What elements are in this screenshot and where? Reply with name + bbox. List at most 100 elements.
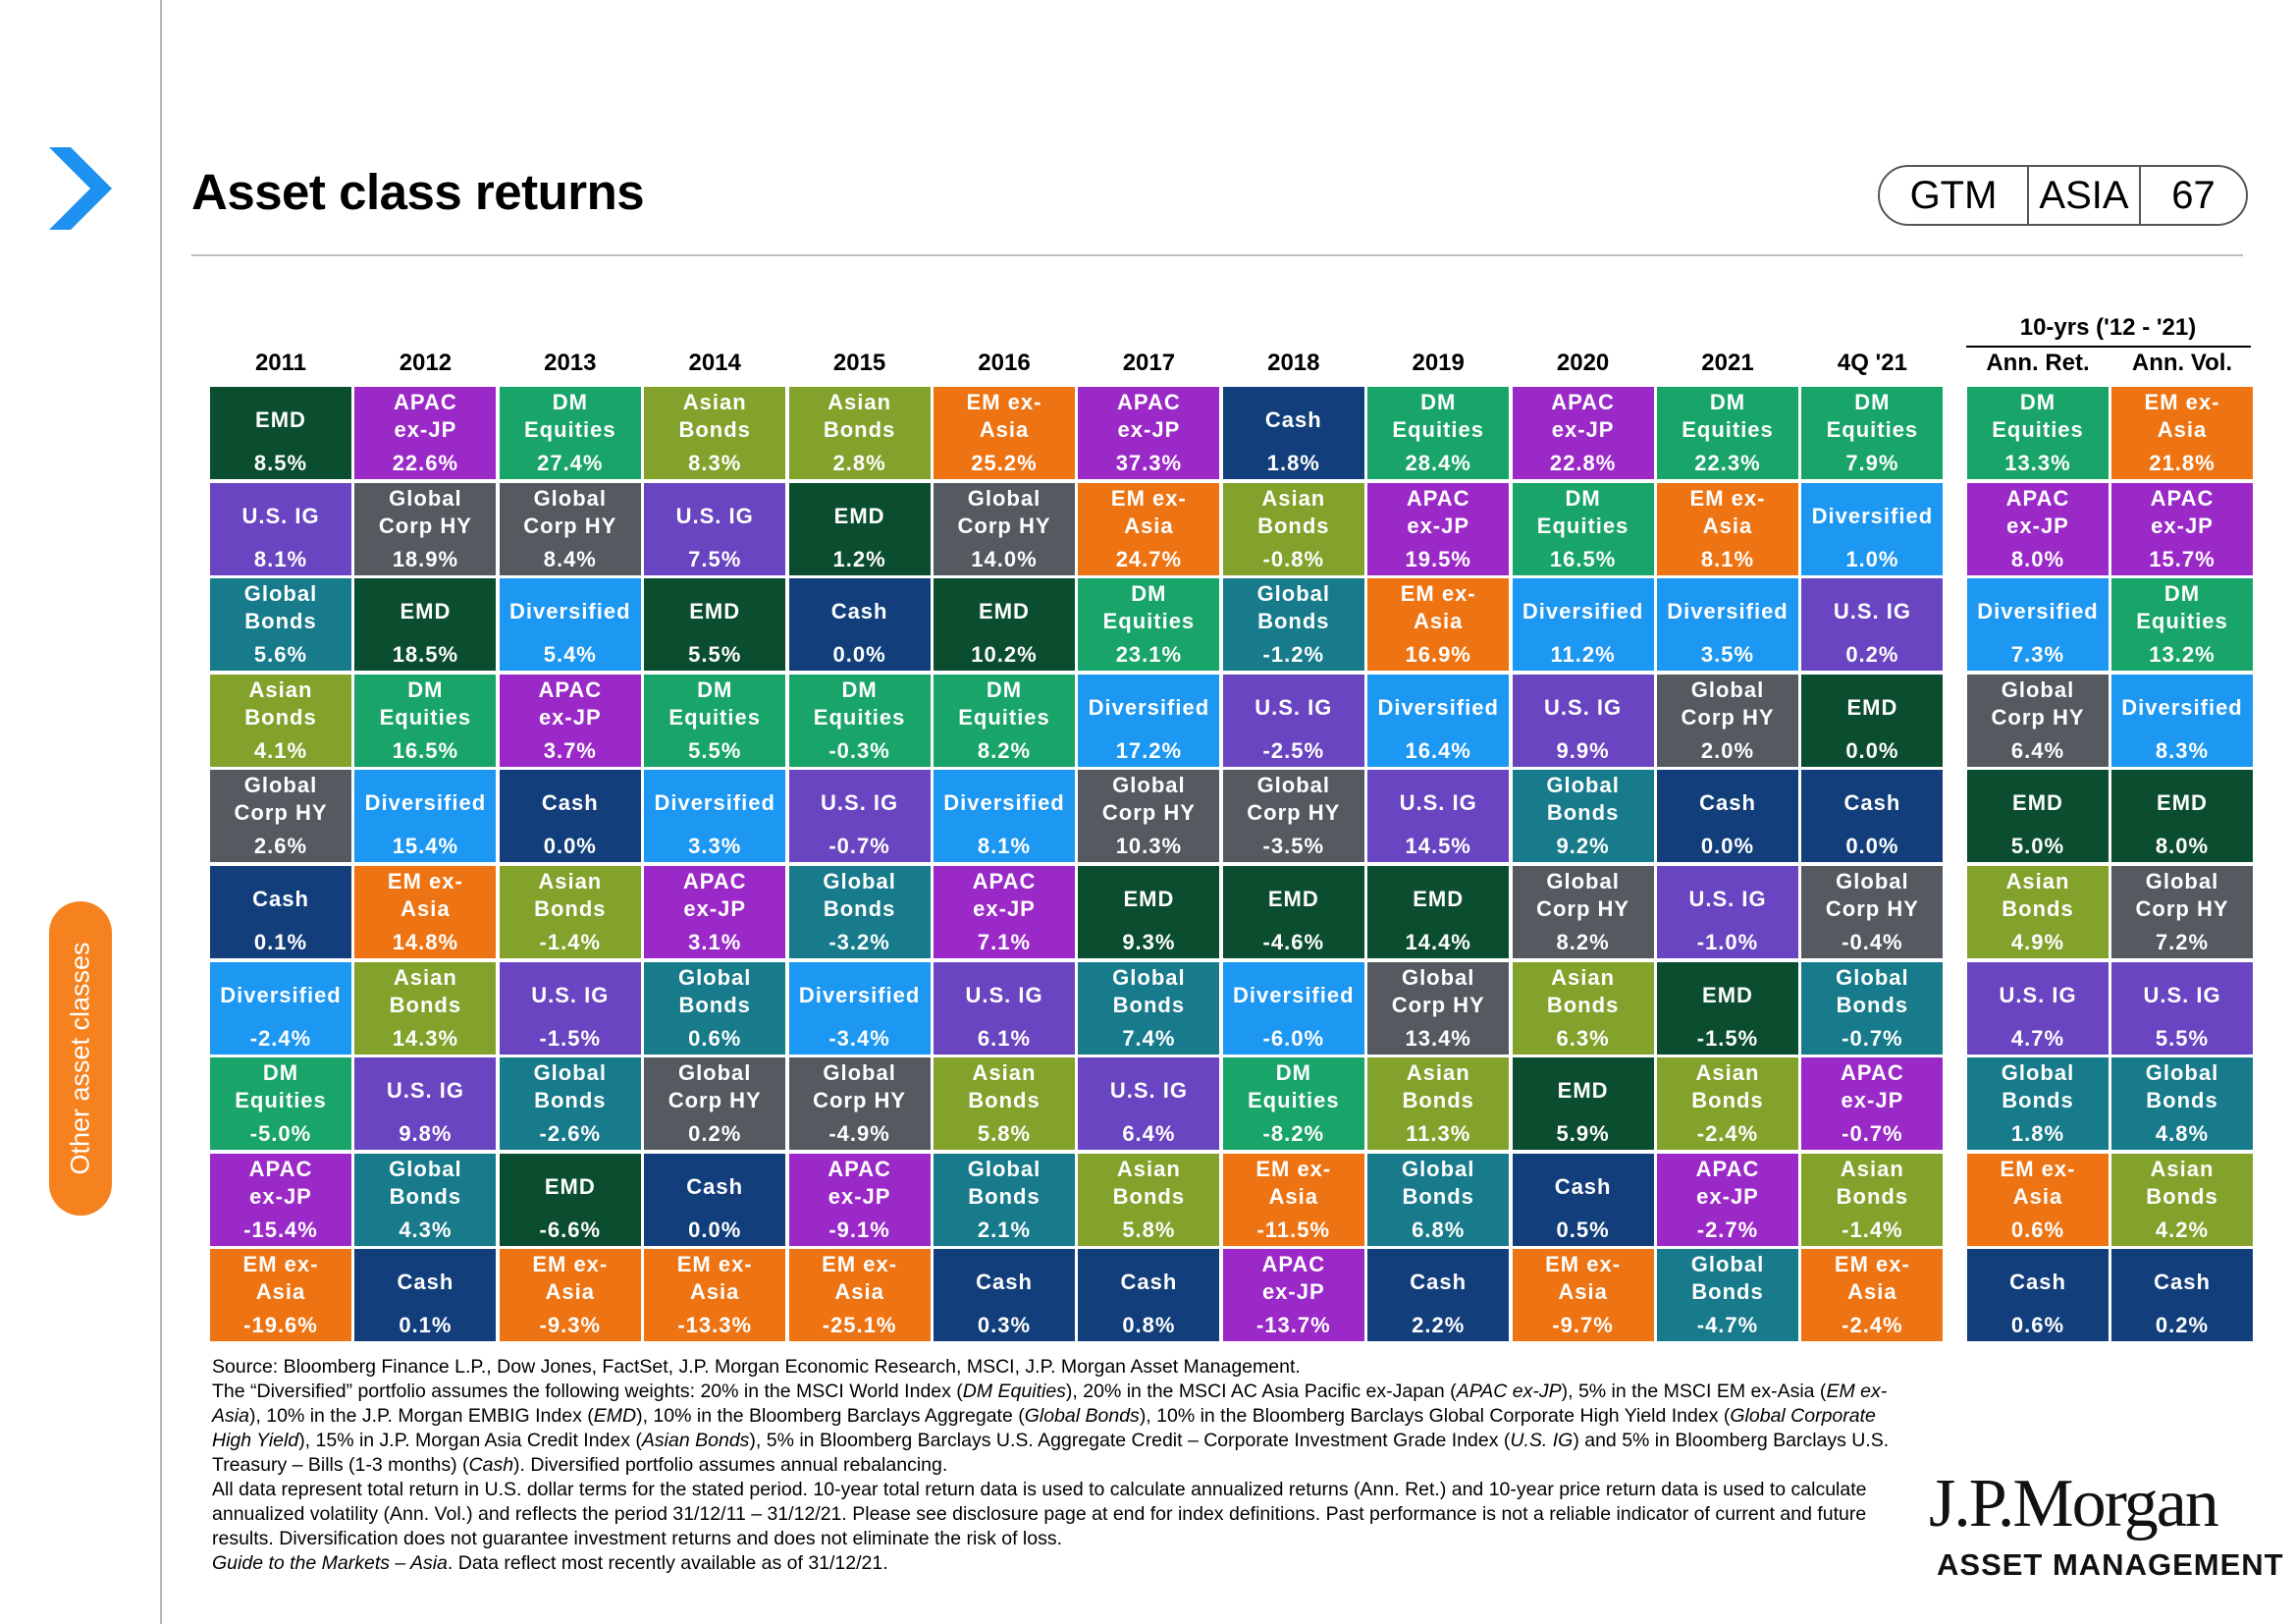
asset-name: DM Equities [958, 677, 1050, 730]
return-value: -9.1% [828, 1217, 890, 1242]
return-value: 8.3% [2155, 737, 2210, 763]
side-tab-other-asset-classes[interactable]: Other asset classes [49, 901, 112, 1216]
chevron-right-icon[interactable] [41, 139, 120, 238]
return-value: 14.4% [1405, 930, 1471, 954]
return-cell: Global Corp HY 6.4% [1967, 674, 2109, 767]
return-value: -13.3% [677, 1313, 753, 1338]
column-header: 2015 [832, 350, 886, 376]
asset-name: EM ex- Asia [242, 1252, 319, 1305]
return-cell: Diversified 16.4% [1367, 674, 1510, 767]
return-cell: Diversified 8.1% [934, 770, 1075, 863]
return-cell: EMD 5.9% [1512, 1057, 1654, 1151]
note-text: ), 10% in the Bloomberg Barclays Aggrega… [636, 1405, 1025, 1427]
return-value: -13.7% [1255, 1313, 1331, 1338]
asset-name: EM ex- Asia [2144, 390, 2220, 442]
return-value: 6.1% [977, 1025, 1032, 1051]
asset-name: Global Bonds [1112, 964, 1186, 1017]
return-cell: U.S. IG 7.5% [644, 482, 786, 575]
asset-name: Global Corp HY [1247, 773, 1341, 826]
return-value: -5.0% [249, 1121, 312, 1147]
return-value: 5.9% [1556, 1121, 1610, 1147]
asset-name: Global Bonds [1546, 773, 1620, 826]
asset-name: Diversified [1522, 599, 1644, 624]
return-value: 8.1% [253, 546, 308, 571]
return-cell: Global Bonds -0.7% [1801, 961, 1944, 1055]
asset-name: Asian Bonds [389, 964, 462, 1017]
asset-name: Global Corp HY [1536, 869, 1630, 921]
return-cell: Asian Bonds -1.4% [499, 866, 641, 958]
return-value: 22.8% [1549, 451, 1617, 475]
asset-name: Cash [1699, 790, 1756, 816]
asset-name: EM ex- Asia [1834, 1252, 1910, 1305]
return-value: 19.5% [1405, 546, 1471, 571]
column-header: 2017 [1122, 350, 1176, 376]
asset-name: APAC ex-JP [1695, 1156, 1760, 1209]
return-cell: EMD -4.6% [1222, 866, 1364, 958]
return-cell: Global Corp HY 18.9% [354, 482, 497, 575]
return-cell: Diversified 8.3% [2111, 674, 2253, 767]
column-header: 2013 [544, 350, 597, 376]
return-value: 22.6% [392, 451, 459, 475]
return-cell: Cash 2.2% [1367, 1249, 1510, 1342]
return-cell: Global Corp HY 14.0% [934, 482, 1075, 575]
return-value: 0.8% [1122, 1313, 1176, 1338]
asset-name: EM ex- Asia [1110, 485, 1187, 538]
return-cell: Global Bonds 9.2% [1512, 770, 1654, 863]
return-value: 5.6% [253, 642, 308, 668]
return-cell: Diversified 11.2% [1512, 578, 1654, 672]
asset-name: Diversified [364, 790, 487, 816]
asset-name: Cash [1843, 790, 1901, 816]
return-value: 0.5% [1556, 1217, 1610, 1242]
return-cell: Global Corp HY 8.4% [499, 482, 641, 575]
asset-name: U.S. IG [1399, 790, 1477, 816]
return-value: -0.7% [1842, 1121, 1903, 1147]
return-cell: Diversified -2.4% [210, 961, 351, 1055]
return-value: 16.5% [392, 737, 459, 763]
return-value: 4.1% [253, 737, 308, 763]
asset-name: EMD [544, 1173, 596, 1199]
column-header: 2019 [1412, 350, 1465, 376]
return-value: 7.4% [1122, 1025, 1176, 1051]
return-value: -9.7% [1552, 1313, 1614, 1338]
return-value: 4.2% [2155, 1217, 2210, 1242]
asset-name: Diversified [654, 790, 775, 816]
return-cell: U.S. IG -1.5% [499, 961, 641, 1055]
asset-name: EM ex- Asia [1545, 1252, 1622, 1305]
return-value: 23.1% [1115, 642, 1183, 668]
italic-term: U.S. IG [1510, 1430, 1574, 1451]
note-text: ), 20% in the MSCI AC Asia Pacific ex-Ja… [1065, 1380, 1457, 1402]
asset-name: Asian Bonds [1546, 964, 1620, 1017]
return-cell: Cash 0.0% [1801, 770, 1944, 863]
return-cell: APAC ex-JP 15.7% [2111, 482, 2253, 575]
return-cell: EMD 9.3% [1078, 866, 1220, 958]
return-value: 8.0% [2010, 546, 2065, 571]
return-cell: U.S. IG 5.5% [2111, 961, 2253, 1055]
asset-name: EMD [1846, 694, 1898, 720]
asset-name: APAC ex-JP [682, 869, 747, 921]
return-value: 6.8% [1412, 1217, 1466, 1242]
return-cell: EMD 8.0% [2111, 770, 2253, 863]
return-cell: APAC ex-JP -9.1% [788, 1153, 931, 1246]
guide-title: Guide to the Markets – Asia [212, 1552, 448, 1574]
return-value: -1.0% [1696, 930, 1759, 954]
return-cell: Cash 0.0% [644, 1153, 786, 1246]
return-cell: EM ex- Asia 21.8% [2111, 387, 2253, 479]
return-value: -3.2% [828, 930, 890, 954]
asset-name: Diversified [1377, 694, 1499, 720]
return-value: -0.7% [1842, 1025, 1903, 1051]
return-cell: EMD 0.0% [1801, 674, 1944, 767]
asset-name: EM ex- Asia [676, 1252, 753, 1305]
asset-name: Global Corp HY [1101, 773, 1196, 826]
return-value: 10.2% [971, 642, 1038, 668]
return-cell: U.S. IG -0.7% [788, 770, 931, 863]
return-value: 22.3% [1694, 451, 1761, 475]
return-value: 13.4% [1405, 1025, 1471, 1051]
return-cell: Asian Bonds 5.8% [934, 1057, 1075, 1151]
asset-name: Cash [686, 1173, 744, 1199]
return-value: 3.3% [688, 834, 742, 859]
return-cell: Asian Bonds 4.2% [2111, 1153, 2253, 1246]
asset-name: Asian Bonds [678, 390, 751, 442]
return-cell: Cash 0.0% [788, 578, 931, 672]
return-cell: DM Equities 13.2% [2111, 578, 2253, 672]
